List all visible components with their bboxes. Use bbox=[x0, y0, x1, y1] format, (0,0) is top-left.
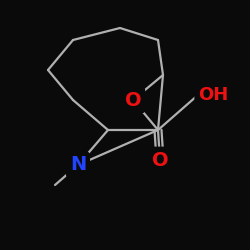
Text: O: O bbox=[152, 150, 168, 170]
Text: O: O bbox=[125, 90, 141, 110]
Text: N: N bbox=[70, 156, 86, 174]
Text: OH: OH bbox=[198, 86, 228, 104]
